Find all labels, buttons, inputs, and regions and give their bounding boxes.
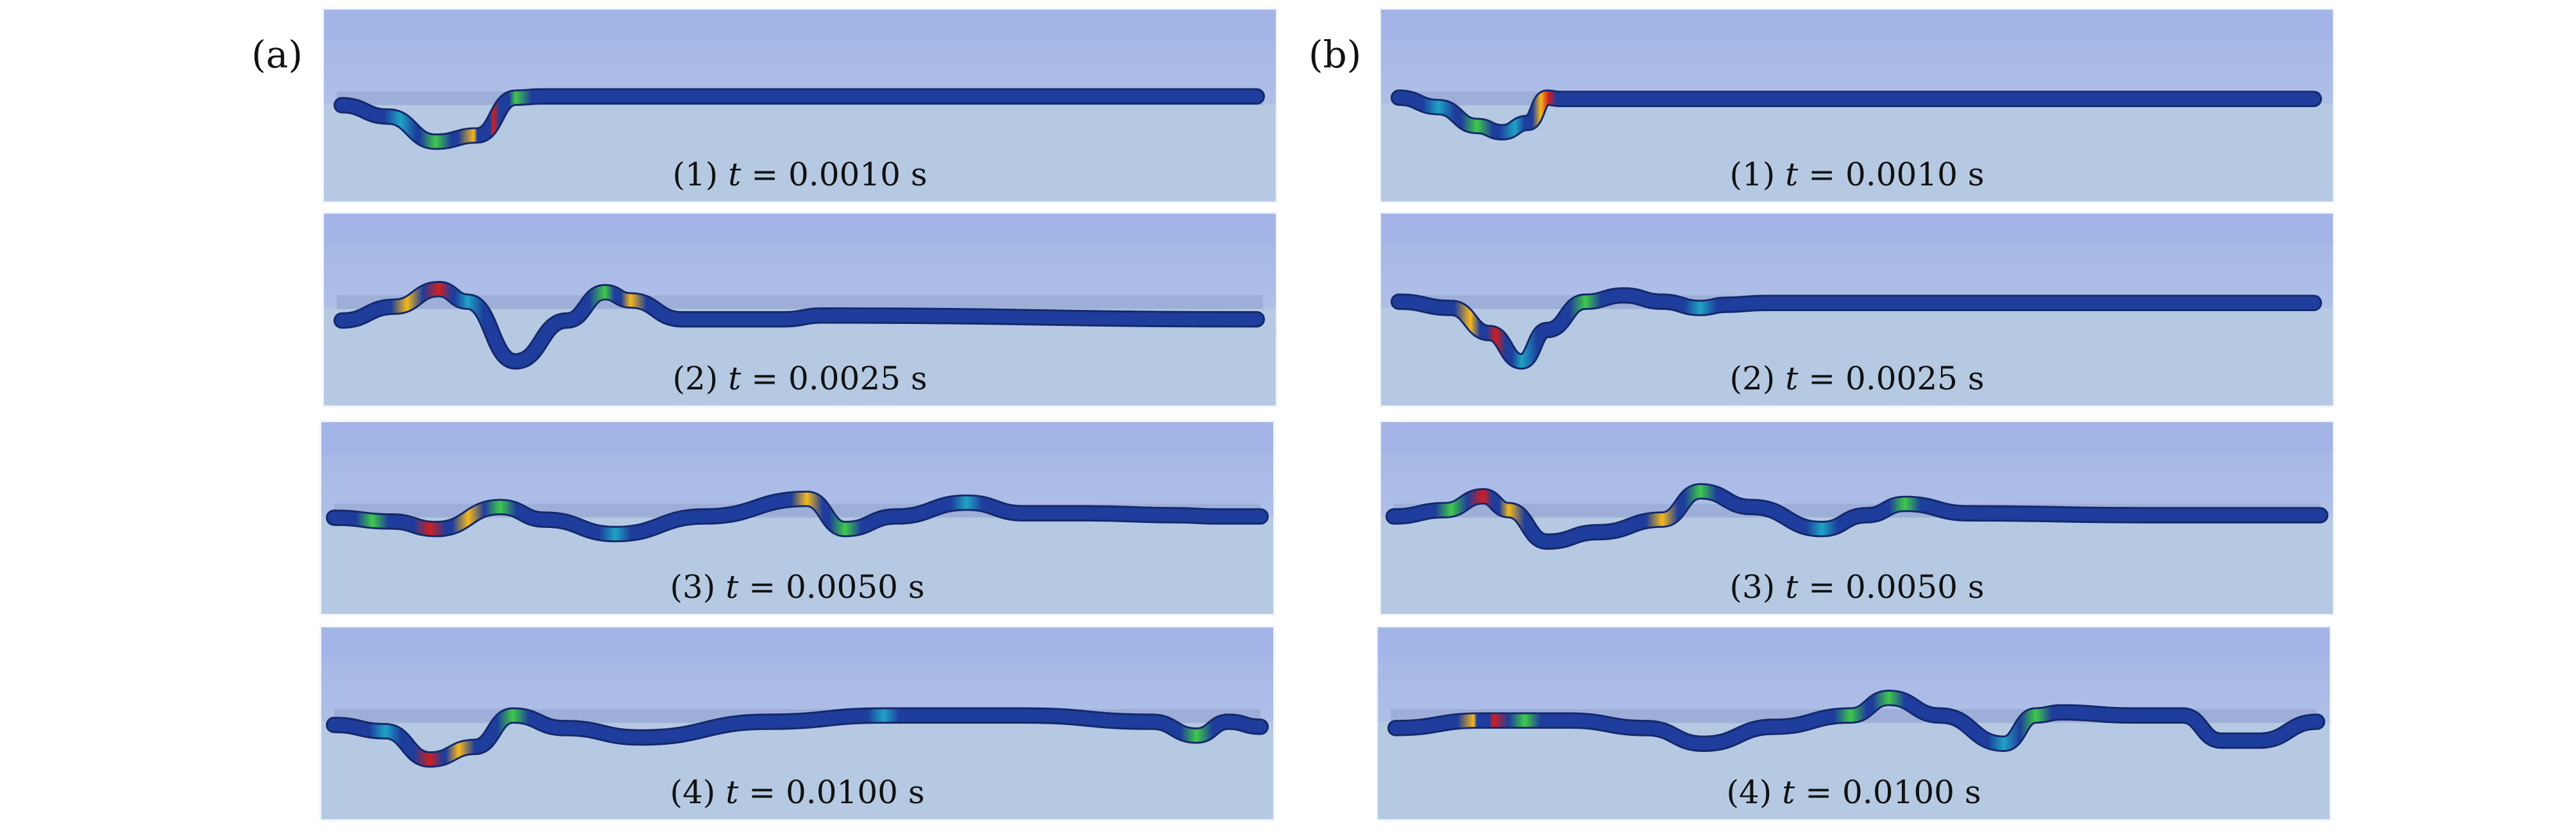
panel-caption: (2) t = 0.0025 s bbox=[324, 362, 1276, 395]
column-label-a: (a) bbox=[251, 33, 303, 76]
panel-caption: (3) t = 0.0050 s bbox=[1381, 571, 2333, 603]
caption-unit: s bbox=[1964, 774, 1981, 811]
caption-variable: t bbox=[1785, 156, 1799, 193]
panel-caption: (3) t = 0.0050 s bbox=[321, 571, 1273, 603]
caption-index: (2) bbox=[1729, 360, 1775, 397]
caption-value: 0.0025 bbox=[788, 360, 901, 397]
panel-ground bbox=[324, 104, 1276, 201]
caption-unit: s bbox=[1967, 568, 1985, 606]
panel-caption: (2) t = 0.0025 s bbox=[1381, 362, 2333, 395]
beam-plot bbox=[1378, 627, 2330, 819]
caption-index: (1) bbox=[1729, 156, 1775, 193]
panel-top-band bbox=[321, 422, 1273, 453]
beam-plot bbox=[321, 422, 1273, 614]
beam-plot bbox=[321, 627, 1273, 819]
panel-top-band bbox=[324, 10, 1276, 40]
beam-plot bbox=[1381, 422, 2333, 614]
beam-body bbox=[335, 90, 1264, 148]
caption-equals: = bbox=[1808, 568, 1836, 606]
caption-unit: s bbox=[908, 568, 925, 606]
caption-unit: s bbox=[908, 774, 925, 811]
caption-equals: = bbox=[749, 568, 776, 606]
panel-caption: (4) t = 0.0100 s bbox=[321, 776, 1273, 808]
beam-body bbox=[327, 492, 1267, 541]
caption-index: (3) bbox=[670, 568, 716, 606]
panel-top-band bbox=[1381, 10, 2333, 40]
panel-b-3: (3) t = 0.0050 s bbox=[1379, 420, 2335, 616]
beam-body bbox=[327, 709, 1267, 766]
caption-value: 0.0010 bbox=[788, 156, 901, 193]
beam-shadow bbox=[336, 295, 1264, 310]
caption-unit: s bbox=[910, 360, 928, 397]
caption-index: (1) bbox=[672, 156, 718, 193]
caption-variable: t bbox=[725, 774, 739, 811]
caption-unit: s bbox=[910, 156, 928, 193]
caption-value: 0.0050 bbox=[786, 568, 898, 606]
beam-body bbox=[1389, 691, 2324, 751]
panel-top-band bbox=[321, 627, 1273, 658]
panel-caption: (1) t = 0.0010 s bbox=[324, 158, 1276, 191]
caption-equals: = bbox=[751, 156, 779, 193]
caption-variable: t bbox=[728, 156, 741, 193]
beam-body bbox=[1392, 91, 2321, 139]
caption-value: 0.0100 bbox=[1842, 774, 1954, 811]
panel-caption: (1) t = 0.0010 s bbox=[1381, 158, 2333, 191]
caption-value: 0.0050 bbox=[1845, 568, 1958, 606]
caption-value: 0.0010 bbox=[1845, 156, 1958, 193]
panel-top-band bbox=[324, 214, 1276, 244]
panel-a-2: (2) t = 0.0025 s bbox=[322, 212, 1278, 407]
column-label-b: (b) bbox=[1309, 33, 1362, 76]
panel-a-4: (4) t = 0.0100 s bbox=[319, 626, 1275, 821]
panel-ground bbox=[1378, 722, 2330, 819]
beam-plot bbox=[324, 10, 1276, 201]
caption-variable: t bbox=[725, 568, 739, 606]
caption-equals: = bbox=[1805, 774, 1833, 811]
panel-top-band bbox=[1381, 214, 2333, 244]
beam-body bbox=[335, 282, 1264, 368]
caption-equals: = bbox=[751, 360, 779, 397]
panel-ground bbox=[321, 516, 1273, 614]
caption-value: 0.0100 bbox=[786, 774, 898, 811]
caption-unit: s bbox=[1967, 360, 1985, 397]
caption-unit: s bbox=[1967, 156, 1985, 193]
panel-b-4: (4) t = 0.0100 s bbox=[1376, 626, 2332, 821]
beam-body bbox=[1392, 289, 2321, 368]
caption-index: (4) bbox=[670, 774, 716, 811]
caption-equals: = bbox=[1808, 360, 1836, 397]
beam-plot bbox=[1381, 10, 2333, 201]
panel-top-band bbox=[1381, 422, 2333, 453]
caption-index: (2) bbox=[672, 360, 718, 397]
caption-index: (3) bbox=[1729, 568, 1775, 606]
caption-equals: = bbox=[1808, 156, 1836, 193]
panel-b-1: (1) t = 0.0010 s bbox=[1379, 8, 2335, 203]
panel-a-1: (1) t = 0.0010 s bbox=[322, 8, 1278, 203]
panel-a-3: (3) t = 0.0050 s bbox=[319, 420, 1275, 616]
caption-variable: t bbox=[1785, 568, 1799, 606]
beam-plot bbox=[324, 214, 1276, 405]
caption-variable: t bbox=[728, 360, 741, 397]
beam-body bbox=[1387, 485, 2327, 549]
caption-variable: t bbox=[1785, 360, 1799, 397]
beam-plot bbox=[1381, 214, 2333, 405]
caption-variable: t bbox=[1782, 774, 1795, 811]
caption-value: 0.0025 bbox=[1845, 360, 1958, 397]
panel-top-band bbox=[1378, 627, 2330, 658]
panel-b-2: (2) t = 0.0025 s bbox=[1379, 212, 2335, 407]
caption-index: (4) bbox=[1726, 774, 1772, 811]
caption-equals: = bbox=[749, 774, 776, 811]
panel-caption: (4) t = 0.0100 s bbox=[1378, 776, 2330, 808]
